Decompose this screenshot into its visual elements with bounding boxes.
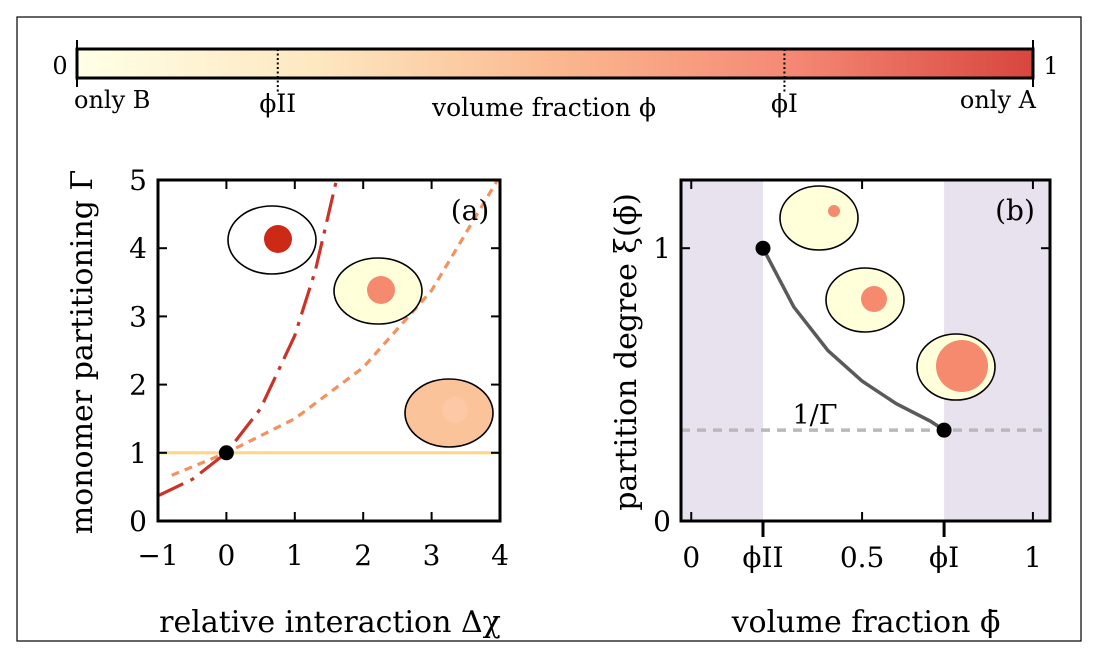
- panel-a-x-tick-label: 1: [286, 539, 304, 572]
- panel-a-x-axis-title: relative interaction Δχ: [159, 605, 501, 640]
- panel-b-droplet-3-inner: [936, 340, 988, 392]
- panel-b-x-tick-label: 0: [682, 541, 700, 574]
- panel-a-curves: [158, 180, 500, 498]
- panel-b-y-tick-label: 0: [653, 505, 671, 538]
- panel-a-x-tick-label: −1: [137, 539, 178, 572]
- panel-b-x-axis-title: volume fraction ϕ̄: [731, 605, 1001, 640]
- panel-a-droplet-3-inner: [442, 397, 468, 423]
- panel-a-droplet-1-inner: [264, 225, 292, 253]
- panel-b-droplets: [779, 185, 996, 401]
- panel-b-shaded-regions: [681, 180, 1050, 521]
- panel-a-x-tick-label: 3: [423, 539, 441, 572]
- reference-line-label: 1/Γ: [792, 400, 837, 431]
- panel-b-x-tick-label: ϕII: [742, 541, 783, 574]
- panel-a-droplet-2-inner: [367, 276, 395, 304]
- colorbar-phi-II-label: ϕII: [259, 89, 296, 118]
- panel-b-droplet-1-outer: [779, 185, 859, 251]
- panel-a-label: (a): [451, 194, 490, 227]
- panel-b-label: (b): [995, 194, 1035, 227]
- panel-a-x-tick-label: 2: [354, 539, 372, 572]
- panel-a-y-tick-label: 1: [129, 437, 147, 470]
- colorbar-left-caption: only B: [74, 86, 150, 114]
- panel-b-droplet-2-inner: [861, 286, 887, 312]
- panel-a-series-1-line: [171, 180, 500, 477]
- panel-a-y-axis-title: monomer partitioning Γ: [65, 170, 100, 535]
- panel-b: 0 ϕII 0.5 ϕI 1 0 1 (b) volume fraction ϕ̄ part…: [609, 178, 1052, 640]
- panel-b-x-tick-label: 0.5: [840, 541, 885, 574]
- panel-b-axes-frame: [679, 178, 1052, 523]
- panel-a-y-tick-label: 5: [129, 164, 147, 197]
- colorbar-min-label: 0: [52, 52, 67, 80]
- colorbar-phi-I-label: ϕI: [771, 89, 798, 118]
- colorbar-gradient: [75, 47, 1035, 80]
- colorbar-right-caption: only A: [960, 86, 1037, 114]
- panel-a-series-group: [158, 180, 500, 498]
- panel-a-y-tick-label: 2: [129, 369, 147, 402]
- panel-a-y-tick-label: 4: [129, 232, 147, 265]
- panel-a-series-0-line: [158, 180, 339, 498]
- panel-a-x-tick-label: 0: [217, 539, 235, 572]
- panel-a-x-tick-label: 4: [491, 539, 509, 572]
- panel-a-y-tick-label: 3: [129, 300, 147, 333]
- colorbar-max-label: 1: [1043, 52, 1058, 80]
- panel-b-series-line: [761, 247, 946, 432]
- figure-frame: [16, 16, 1082, 642]
- panel-b-y-tick-label: 1: [653, 232, 671, 265]
- panel-b-x-tick-label: ϕI: [929, 541, 959, 574]
- panel-a-data-point: [218, 445, 234, 461]
- panel-a-y-tick-label: 0: [129, 505, 147, 538]
- panel-b-curves: [681, 240, 1050, 438]
- panel-a-droplets: [227, 205, 494, 448]
- panel-a-axes-frame: [156, 178, 502, 523]
- colorbar: 0 1 only B only A volume fraction ϕ ϕII …: [52, 40, 1059, 122]
- colorbar-title: volume fraction ϕ: [431, 93, 656, 122]
- panel-b-data-point-2: [936, 422, 952, 438]
- panel-b-y-axis-title: partition degree ξ(ϕ̄): [609, 193, 644, 511]
- panel-b-shaded-region-1: [681, 180, 763, 521]
- panel-b-ticks: 0 ϕII 0.5 ϕI 1 0 1: [653, 180, 1050, 574]
- panel-b-droplet-1-inner: [828, 205, 840, 217]
- panel-b-data-point-1: [755, 240, 771, 256]
- panel-b-x-tick-label: 1: [1024, 541, 1042, 574]
